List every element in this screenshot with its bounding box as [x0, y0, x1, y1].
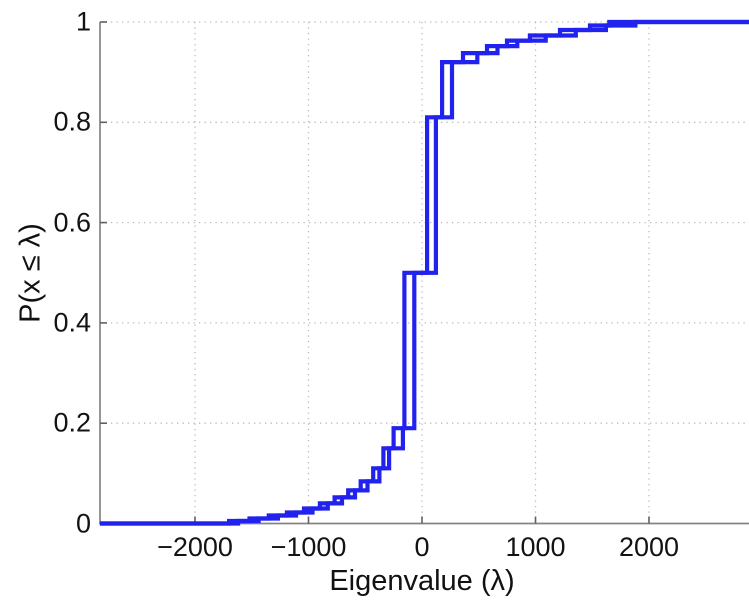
eigenvalue-cdf-2: [100, 19, 749, 526]
x-tick-label: 2000: [618, 531, 680, 562]
y-tick-label: 0: [75, 508, 91, 538]
y-tick-label: 0.4: [53, 307, 91, 338]
x-tick-label: −1000: [270, 531, 347, 562]
x-tick-label: −2000: [157, 531, 233, 562]
y-tick-label: 0.2: [53, 407, 91, 438]
x-tick-label: 0: [414, 531, 430, 562]
x-axis-label: Eigenvalue (λ): [329, 565, 515, 597]
y-tick-label: 0.8: [53, 106, 91, 137]
x-tick-label: 1000: [505, 531, 566, 562]
y-axis-label: P(x ≤ λ): [14, 223, 47, 323]
y-tick-label: 0.6: [53, 207, 91, 238]
y-tick-label: 1: [75, 6, 91, 37]
